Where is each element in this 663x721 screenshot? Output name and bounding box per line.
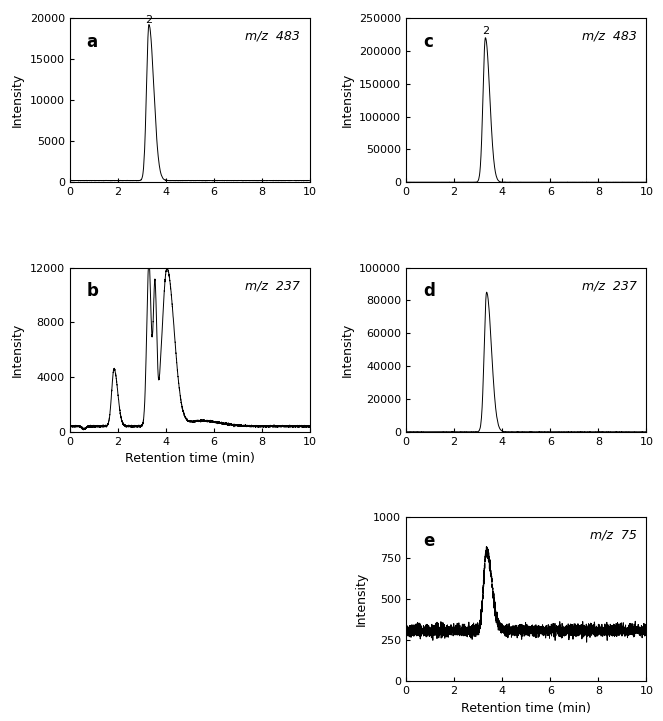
Text: m/z  483: m/z 483 — [582, 30, 636, 43]
Text: m/z  483: m/z 483 — [245, 30, 300, 43]
Y-axis label: Intensity: Intensity — [11, 73, 24, 127]
Y-axis label: Intensity: Intensity — [11, 322, 24, 377]
X-axis label: Retention time (min): Retention time (min) — [125, 452, 255, 465]
Text: e: e — [423, 532, 434, 550]
Y-axis label: Intensity: Intensity — [341, 73, 353, 127]
X-axis label: Retention time (min): Retention time (min) — [461, 702, 591, 715]
Text: b: b — [86, 283, 98, 301]
Text: m/z  237: m/z 237 — [582, 279, 636, 292]
Text: c: c — [423, 32, 433, 50]
Text: m/z  237: m/z 237 — [245, 279, 300, 292]
Text: d: d — [423, 283, 435, 301]
Y-axis label: Intensity: Intensity — [355, 572, 368, 627]
Text: 2: 2 — [145, 14, 152, 25]
Text: 2: 2 — [482, 26, 489, 36]
Y-axis label: Intensity: Intensity — [341, 322, 353, 377]
Text: a: a — [86, 32, 97, 50]
Text: m/z  75: m/z 75 — [590, 528, 636, 541]
